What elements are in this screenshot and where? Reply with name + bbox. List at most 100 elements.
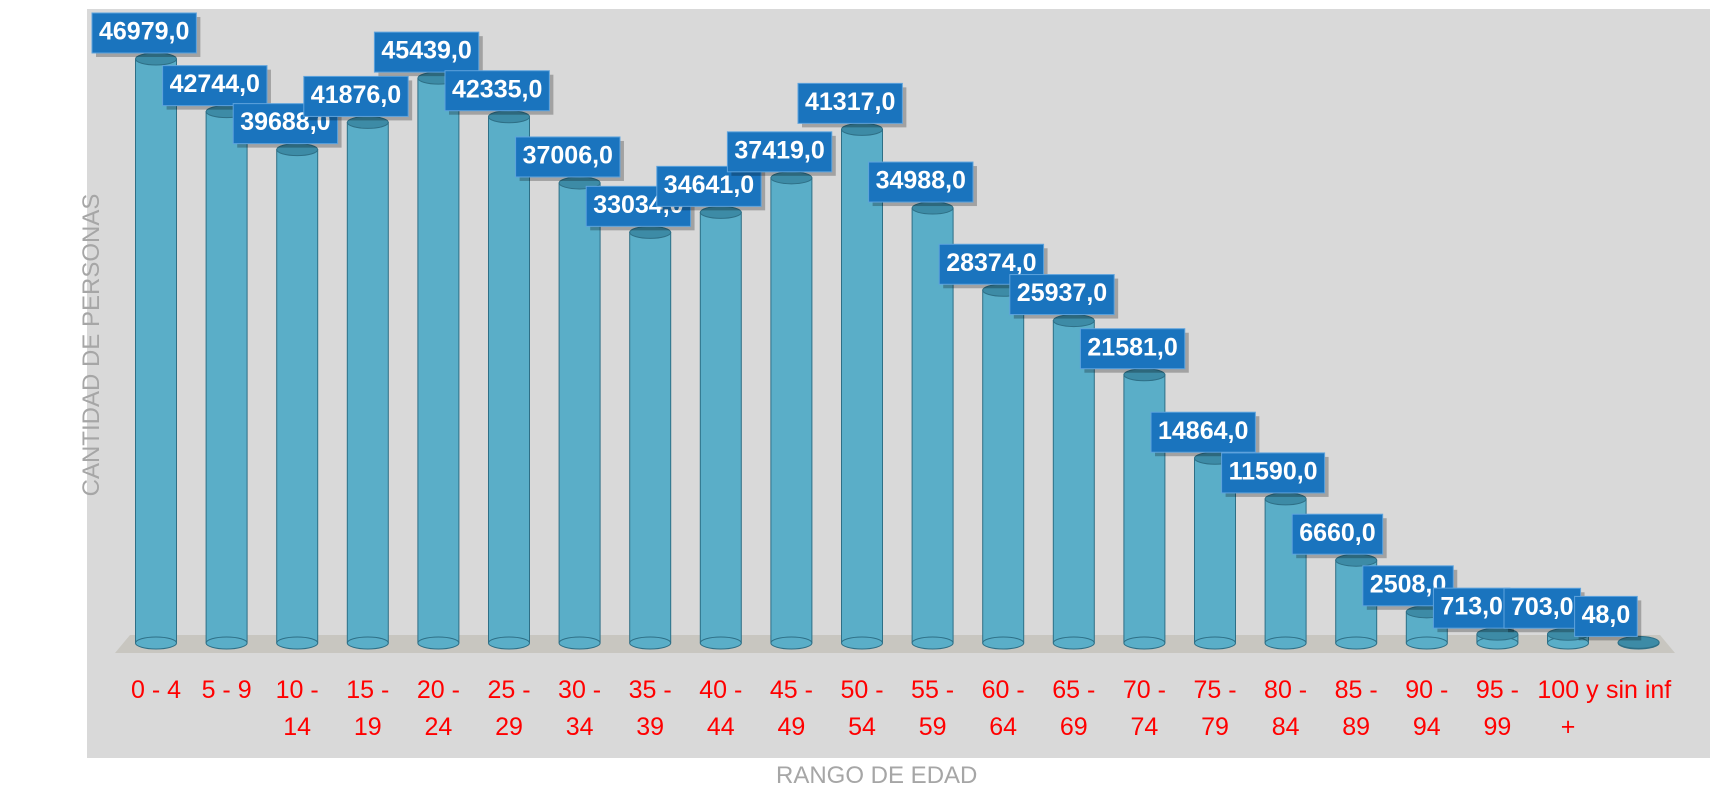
x-tick-label: 30 - 34 [558, 676, 602, 741]
value-label-box [1009, 274, 1115, 316]
value-label: 11590,0 [1229, 458, 1318, 486]
x-tick-label: 5 - 9 [201, 676, 252, 704]
bar-base [841, 636, 883, 650]
value-label: 21581,0 [1087, 333, 1177, 361]
bar [558, 182, 601, 644]
value-label: 34988,0 [876, 167, 966, 195]
value-label: 45439,0 [381, 37, 471, 65]
x-tick-label: 55 - 59 [911, 676, 955, 741]
x-tick-label: 60 - 64 [981, 676, 1025, 741]
bar [276, 149, 319, 644]
bar-base [205, 636, 248, 650]
bar [346, 121, 389, 644]
value-label-group: 25937,0 [1009, 274, 1115, 316]
value-label-group: 11590,0 [1221, 452, 1326, 494]
value-label-box [868, 161, 974, 203]
x-tick-label: 40 - 44 [699, 676, 743, 741]
x-tick-label: 45 - 49 [769, 676, 813, 741]
bar-top [1617, 635, 1660, 649]
value-label-box [515, 136, 621, 178]
bar [841, 128, 883, 644]
value-label-box [797, 82, 903, 124]
value-label-group: 713,0 [1432, 587, 1511, 629]
value-label: 42744,0 [170, 70, 260, 98]
value-label-group: 45439,0 [373, 31, 480, 73]
value-label-group: 48,0 [1574, 595, 1638, 637]
x-tick-label: 75 - 79 [1193, 676, 1237, 741]
bar-base [558, 636, 601, 650]
bar-base [629, 636, 672, 650]
bar-base [1264, 636, 1307, 650]
value-label-box [1221, 452, 1326, 494]
bar-base [135, 636, 177, 650]
value-label-box [1574, 595, 1638, 637]
bar-base [1052, 636, 1095, 650]
value-label: 25937,0 [1017, 279, 1107, 307]
value-label: 713,0 [1440, 593, 1503, 621]
value-label-box [1150, 411, 1256, 453]
value-label-box [938, 243, 1045, 285]
value-label: 37006,0 [523, 142, 613, 170]
value-label-box [656, 165, 762, 207]
value-label-box [1079, 328, 1186, 370]
x-tick-label: 20 - 24 [416, 676, 460, 741]
value-label-group: 21581,0 [1079, 328, 1186, 370]
value-label: 41876,0 [311, 81, 401, 109]
value-label: 41317,0 [805, 88, 895, 116]
value-label: 28374,0 [946, 249, 1036, 277]
value-label: 46979,0 [99, 18, 189, 46]
bar [488, 116, 530, 644]
bar-base [1194, 636, 1236, 650]
value-label-group: 28374,0 [938, 243, 1045, 285]
bar-base [1123, 636, 1166, 650]
value-label-box [1503, 587, 1582, 629]
value-label-box [303, 75, 409, 117]
bar [205, 111, 248, 644]
bar-base [982, 636, 1025, 650]
value-label: 42335,0 [452, 75, 542, 103]
x-tick-label: 90 - 94 [1405, 676, 1449, 741]
bar-base [699, 636, 742, 650]
value-label-group: 34988,0 [868, 161, 974, 203]
value-label-group: 41317,0 [797, 82, 903, 124]
bar-base [488, 636, 530, 650]
x-tick-label: 15 - 19 [346, 676, 390, 741]
value-label: 37419,0 [734, 136, 824, 164]
value-label-group: 34641,0 [656, 165, 762, 207]
x-tick-label: 35 - 39 [628, 676, 672, 741]
value-label-group: 39688,0 [232, 103, 339, 145]
value-label-group: 14864,0 [1150, 411, 1256, 453]
bar-base [276, 636, 319, 650]
x-tick-label: 50 - 54 [840, 676, 884, 741]
bar-base [770, 636, 813, 650]
value-label-box [1291, 513, 1384, 555]
value-label: 48,0 [1582, 601, 1631, 629]
value-label: 6660,0 [1299, 519, 1375, 547]
x-tick-label: 100 y + [1537, 676, 1599, 741]
value-label-box [373, 31, 480, 73]
bar-base [417, 636, 460, 650]
value-label-group: 37006,0 [515, 136, 621, 178]
value-label-group: 46979,0 [91, 12, 197, 54]
bar-base [346, 636, 389, 650]
value-label-box [91, 12, 197, 54]
value-label-group: 703,0 [1503, 587, 1582, 629]
x-tick-label: 65 - 69 [1052, 676, 1096, 741]
bar-base [1335, 636, 1378, 650]
value-label-box [444, 70, 550, 112]
value-label-group: 42744,0 [162, 65, 268, 107]
value-label-group: 6660,0 [1291, 513, 1384, 555]
x-tick-label: 80 - 84 [1264, 676, 1308, 741]
x-tick-label: 25 - 29 [487, 676, 531, 741]
value-label-group: 37419,0 [726, 131, 833, 173]
bar [417, 77, 460, 644]
x-tick-label: sin inf [1605, 676, 1672, 704]
x-tick-label: 10 - 14 [275, 676, 319, 741]
bar [629, 231, 672, 644]
value-label-group: 42335,0 [444, 70, 550, 112]
value-label-box [162, 65, 268, 107]
x-tick-label: 85 - 89 [1334, 676, 1378, 741]
bar [982, 289, 1025, 644]
